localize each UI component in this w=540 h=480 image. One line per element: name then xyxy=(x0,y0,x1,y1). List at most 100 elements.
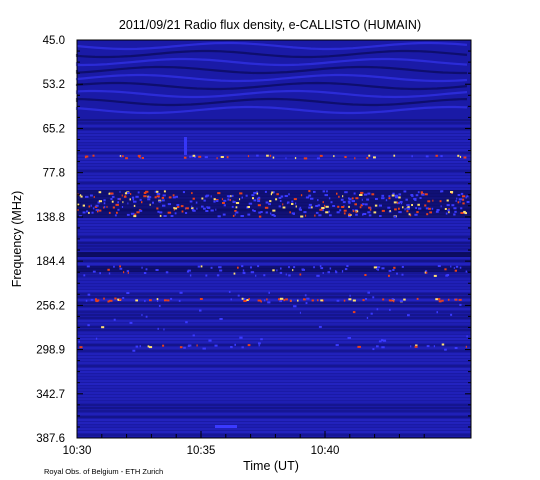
speckle xyxy=(398,211,402,214)
speckle xyxy=(123,195,127,198)
speckle xyxy=(257,299,261,302)
speckle xyxy=(279,200,282,202)
speckle xyxy=(230,195,232,198)
speckle xyxy=(145,268,148,271)
speckle xyxy=(303,298,306,301)
speckle xyxy=(116,211,118,214)
speckle xyxy=(232,200,236,203)
speckle xyxy=(460,192,464,195)
speckle xyxy=(328,197,331,200)
speckle xyxy=(320,267,324,270)
speckle xyxy=(223,199,227,202)
speckle xyxy=(187,345,190,347)
speckle xyxy=(133,204,136,207)
speckle xyxy=(454,210,457,213)
chart-title: 2011/09/21 Radio flux density, e-CALLIST… xyxy=(119,18,421,32)
speckle xyxy=(119,155,122,157)
speckle xyxy=(398,196,401,199)
speckle xyxy=(385,199,388,202)
speckle xyxy=(364,193,368,196)
speckle xyxy=(133,213,137,216)
speckle xyxy=(381,194,385,197)
speckle xyxy=(455,265,459,268)
speckle xyxy=(189,274,192,277)
speckle xyxy=(260,300,262,303)
speckle xyxy=(360,204,363,207)
speckle xyxy=(398,193,402,196)
speckle xyxy=(433,274,437,277)
speckle xyxy=(308,203,312,206)
speckle xyxy=(465,270,468,273)
speckle xyxy=(373,266,378,269)
speckle xyxy=(266,298,268,301)
speckle xyxy=(376,345,379,348)
speckle xyxy=(204,156,208,159)
speckle xyxy=(143,272,147,274)
speckle xyxy=(101,326,105,329)
speckle xyxy=(163,215,167,217)
speckle xyxy=(382,298,385,301)
speckle xyxy=(103,199,106,202)
speckle xyxy=(368,214,372,217)
speckle xyxy=(95,209,100,212)
speckle xyxy=(176,204,180,206)
speckle xyxy=(359,206,362,209)
speckle xyxy=(336,192,338,195)
speckle xyxy=(111,200,114,203)
speckle xyxy=(180,205,184,208)
wave-band xyxy=(75,97,468,107)
speckle xyxy=(241,346,244,349)
speckle xyxy=(252,209,254,212)
speckle xyxy=(213,198,216,201)
speckle xyxy=(108,272,111,275)
speckle xyxy=(393,215,397,218)
speckle xyxy=(196,207,198,210)
speckle xyxy=(88,211,90,214)
speckle xyxy=(393,201,397,204)
speckle xyxy=(181,210,184,213)
speckle xyxy=(187,269,191,272)
speckle xyxy=(243,272,246,275)
speckle xyxy=(255,274,257,277)
speckle xyxy=(454,347,458,349)
speckle xyxy=(344,268,348,271)
speckle xyxy=(369,208,372,211)
speckle xyxy=(272,269,275,272)
speckle xyxy=(192,197,195,200)
speckle xyxy=(247,206,250,208)
speckle xyxy=(174,207,178,210)
speckle xyxy=(336,211,340,214)
speckle xyxy=(436,209,440,211)
speckle xyxy=(162,204,166,207)
speckle xyxy=(145,190,149,193)
speckle xyxy=(147,345,150,348)
speckle xyxy=(247,155,250,158)
speckle xyxy=(297,299,299,302)
speckle xyxy=(438,300,441,303)
speckle xyxy=(461,198,465,201)
speckle xyxy=(113,318,116,321)
speckle xyxy=(304,294,307,297)
speckle xyxy=(329,267,332,270)
speckle xyxy=(324,194,328,197)
speckle xyxy=(167,203,171,206)
speckle xyxy=(447,209,450,212)
speckle xyxy=(256,192,259,195)
speckle xyxy=(397,201,399,204)
wave-band xyxy=(76,41,468,51)
speckle xyxy=(324,204,326,207)
speckle xyxy=(435,298,439,301)
speckle xyxy=(79,194,82,197)
speckle xyxy=(278,205,281,208)
speckle xyxy=(192,154,196,157)
speckle xyxy=(248,298,250,300)
speckle xyxy=(466,195,469,198)
speckle xyxy=(126,213,130,216)
speckle xyxy=(362,213,364,216)
speckle xyxy=(156,207,159,210)
speckle xyxy=(257,200,261,202)
speckle xyxy=(137,154,141,157)
speckle xyxy=(121,206,124,208)
speckle xyxy=(305,196,310,199)
